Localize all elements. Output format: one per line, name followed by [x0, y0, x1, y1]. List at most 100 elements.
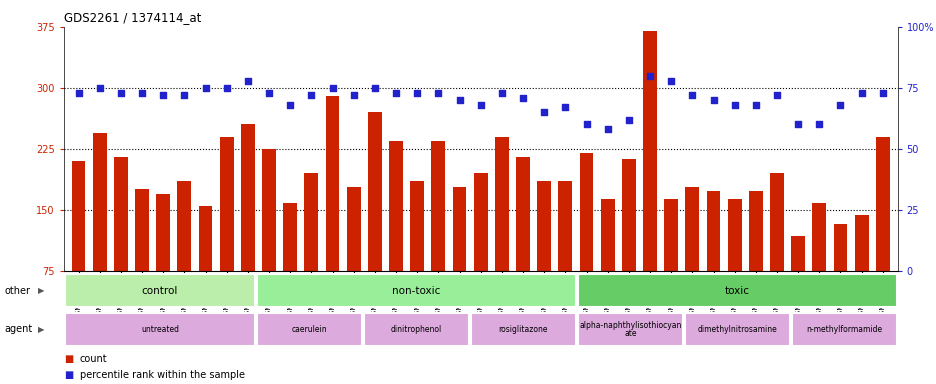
- Point: [283, 102, 298, 108]
- Bar: [304, 173, 318, 332]
- Bar: [727, 199, 740, 332]
- Bar: [748, 191, 762, 332]
- Text: n-methylformamide: n-methylformamide: [805, 325, 882, 334]
- Bar: [622, 159, 635, 332]
- Point: [71, 89, 86, 96]
- Text: percentile rank within the sample: percentile rank within the sample: [80, 370, 244, 380]
- Point: [135, 89, 150, 96]
- Bar: [388, 141, 402, 332]
- Bar: [452, 187, 466, 332]
- Bar: [65, 275, 255, 307]
- Point: [768, 92, 783, 98]
- Point: [473, 102, 488, 108]
- Bar: [769, 173, 783, 332]
- Point: [663, 78, 678, 84]
- Bar: [578, 313, 682, 346]
- Bar: [156, 194, 170, 332]
- Bar: [706, 191, 720, 332]
- Text: caerulein: caerulein: [291, 325, 327, 334]
- Point: [197, 85, 212, 91]
- Point: [241, 78, 256, 84]
- Point: [832, 102, 847, 108]
- Bar: [65, 313, 255, 346]
- Bar: [346, 187, 360, 332]
- Bar: [241, 124, 255, 332]
- Bar: [494, 137, 508, 332]
- Text: alpha-naphthylisothiocyan
ate: alpha-naphthylisothiocyan ate: [578, 321, 680, 338]
- Text: other: other: [5, 286, 31, 296]
- Point: [219, 85, 234, 91]
- Text: dinitrophenol: dinitrophenol: [390, 325, 442, 334]
- Bar: [257, 275, 576, 307]
- Point: [409, 89, 424, 96]
- Point: [790, 121, 805, 127]
- Point: [854, 89, 869, 96]
- Point: [155, 92, 170, 98]
- Bar: [791, 313, 896, 346]
- Point: [684, 92, 699, 98]
- Bar: [114, 157, 127, 332]
- Point: [557, 104, 572, 111]
- Text: agent: agent: [5, 324, 33, 334]
- Bar: [368, 112, 381, 332]
- Bar: [812, 203, 826, 332]
- Point: [345, 92, 360, 98]
- Point: [600, 126, 615, 132]
- Point: [726, 102, 741, 108]
- Text: non-toxic: non-toxic: [392, 286, 440, 296]
- Bar: [71, 161, 85, 332]
- Point: [177, 92, 192, 98]
- Bar: [283, 203, 297, 332]
- Point: [388, 89, 403, 96]
- Point: [578, 121, 593, 127]
- Point: [494, 89, 509, 96]
- Bar: [875, 137, 889, 332]
- Bar: [177, 181, 191, 332]
- Point: [515, 94, 530, 101]
- Text: untreated: untreated: [140, 325, 179, 334]
- Bar: [262, 149, 275, 332]
- Text: ▶: ▶: [38, 286, 45, 295]
- Point: [325, 85, 340, 91]
- Bar: [364, 313, 468, 346]
- Bar: [790, 236, 804, 332]
- Bar: [854, 215, 868, 332]
- Point: [367, 85, 382, 91]
- Text: count: count: [80, 354, 107, 364]
- Point: [92, 85, 107, 91]
- Point: [811, 121, 826, 127]
- Text: toxic: toxic: [724, 286, 749, 296]
- Point: [621, 116, 636, 122]
- Point: [431, 89, 446, 96]
- Bar: [536, 181, 550, 332]
- Point: [874, 89, 889, 96]
- Point: [261, 89, 276, 96]
- Text: ▶: ▶: [38, 325, 45, 334]
- Bar: [135, 189, 149, 332]
- Text: GDS2261 / 1374114_at: GDS2261 / 1374114_at: [64, 12, 201, 25]
- Text: rosiglitazone: rosiglitazone: [498, 325, 548, 334]
- Text: ■: ■: [64, 370, 73, 380]
- Point: [748, 102, 763, 108]
- Text: dimethylnitrosamine: dimethylnitrosamine: [696, 325, 776, 334]
- Bar: [833, 223, 846, 332]
- Bar: [410, 181, 424, 332]
- Point: [705, 97, 720, 103]
- Bar: [257, 313, 361, 346]
- Point: [303, 92, 318, 98]
- Bar: [685, 187, 698, 332]
- Bar: [93, 132, 107, 332]
- Point: [451, 97, 466, 103]
- Text: control: control: [141, 286, 178, 296]
- Bar: [684, 313, 789, 346]
- Bar: [326, 96, 339, 332]
- Bar: [579, 153, 592, 332]
- Bar: [198, 206, 212, 332]
- Bar: [664, 199, 678, 332]
- Point: [642, 73, 657, 79]
- Bar: [578, 275, 896, 307]
- Bar: [220, 137, 233, 332]
- Point: [113, 89, 128, 96]
- Bar: [471, 313, 576, 346]
- Bar: [474, 173, 487, 332]
